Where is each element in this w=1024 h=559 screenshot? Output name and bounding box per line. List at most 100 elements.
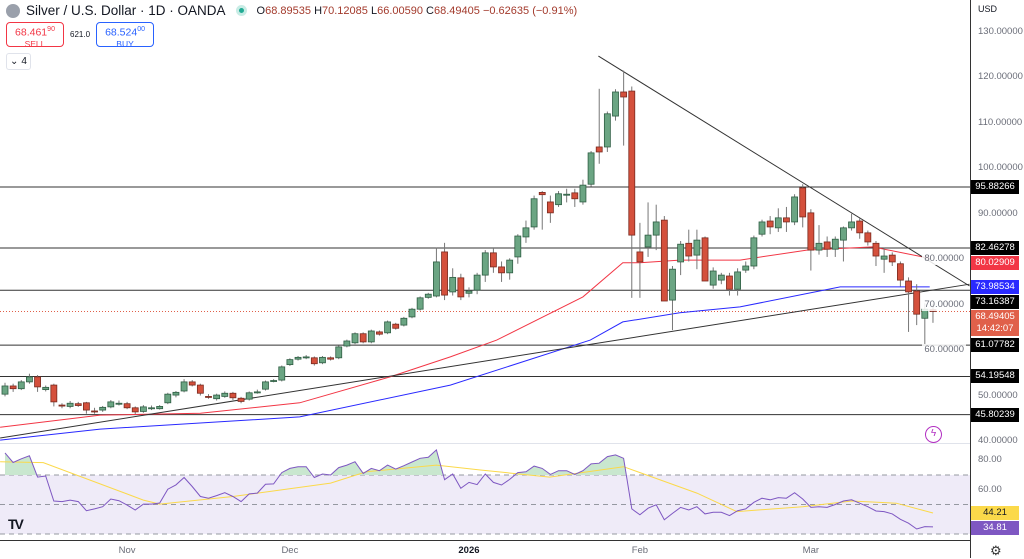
time-axis-label: 2026 xyxy=(458,545,480,556)
candle-down xyxy=(897,263,904,281)
candle-down xyxy=(131,407,139,413)
sell-button[interactable]: 68.46190 SELL xyxy=(6,22,64,49)
candle-down xyxy=(856,220,864,234)
candle-up xyxy=(17,381,25,390)
candle-down xyxy=(188,381,196,386)
trendline[interactable] xyxy=(0,283,970,439)
trendline[interactable] xyxy=(598,55,970,287)
lightning-icon[interactable]: ϟ xyxy=(925,426,942,443)
level-price-tag: 45.80239 xyxy=(971,407,1019,422)
candle-down xyxy=(905,280,912,293)
candle-up xyxy=(408,308,416,318)
candle-down xyxy=(34,376,41,388)
countdown: 14:42:07 xyxy=(976,322,1014,334)
candle-down xyxy=(888,254,896,263)
candle-up xyxy=(172,391,180,396)
candle-up xyxy=(302,356,310,359)
candle-up xyxy=(180,381,188,392)
candle-up xyxy=(791,196,798,223)
ma-slow-tag: 73.98534 xyxy=(971,279,1019,294)
candle-up xyxy=(758,221,766,235)
candle-up xyxy=(384,321,391,334)
rsi-line xyxy=(4,448,934,530)
buy-button[interactable]: 68.52400 BUY xyxy=(96,22,155,49)
settings-gear-icon[interactable]: ⚙ xyxy=(990,543,1002,558)
price-tick-label: 100.00000 xyxy=(978,162,1023,174)
currency-label[interactable]: USD xyxy=(978,4,998,14)
candle-up xyxy=(270,380,278,382)
candle-up xyxy=(221,392,229,397)
ohlc-values: O68.89535 H70.12085 L66.00590 C68.49405 … xyxy=(256,4,578,17)
candle-down xyxy=(864,232,872,243)
rsi-tick-label: 60.00 xyxy=(978,483,1002,495)
candle-up xyxy=(555,193,562,206)
indicators-toggle[interactable]: ⌄ 4 xyxy=(6,53,31,70)
candle-up xyxy=(115,402,123,405)
candle-up xyxy=(742,265,750,271)
level-price-tag: 61.07782 xyxy=(971,338,1019,353)
candle-down xyxy=(229,392,237,399)
price-axis[interactable] xyxy=(970,0,1024,558)
candle-down xyxy=(807,212,815,251)
candle-up xyxy=(880,255,888,260)
candle-up xyxy=(530,198,538,228)
moving-averages xyxy=(0,246,930,441)
candle-up xyxy=(99,406,107,411)
level-price-tag: 95.88266 xyxy=(971,180,1019,195)
last-price-tag: 68.49405 14:42:07 xyxy=(971,309,1019,336)
candle-down xyxy=(628,90,636,236)
candle-down xyxy=(498,266,505,274)
candle-up xyxy=(319,356,326,364)
chart-canvas[interactable] xyxy=(0,0,970,558)
price-tick-label: 50.00000 xyxy=(978,389,1018,401)
ma-fast-line xyxy=(0,246,930,428)
candle-down xyxy=(83,402,90,411)
last-price-value: 68.49405 xyxy=(975,310,1015,322)
candle-down xyxy=(74,403,82,406)
candle-up xyxy=(1,385,9,395)
candle-down xyxy=(799,187,807,218)
candle-down xyxy=(872,242,880,257)
candle-up xyxy=(693,239,701,256)
candle-up xyxy=(253,391,261,394)
level-price-tag: 54.19548 xyxy=(971,369,1019,384)
candle-down xyxy=(237,397,245,402)
candle-up xyxy=(652,221,660,236)
candle-up xyxy=(677,243,685,263)
tradingview-logo[interactable]: TV xyxy=(8,516,24,532)
market-open-icon xyxy=(235,5,247,16)
rsi-pane xyxy=(0,443,970,541)
rsi-value-tag: 34.81 xyxy=(971,521,1019,536)
candle-down xyxy=(58,404,66,407)
trade-panel: 68.46190 SELL 621.0 68.52400 BUY xyxy=(6,22,155,49)
trendlines[interactable] xyxy=(0,55,970,439)
candle-up xyxy=(156,406,164,410)
candle-down xyxy=(123,403,131,409)
candle-up xyxy=(107,401,115,408)
candle-down xyxy=(489,252,497,268)
time-axis-label: Dec xyxy=(281,545,299,556)
candle-up xyxy=(42,386,50,391)
candle-up xyxy=(26,376,33,383)
time-axis-label: Mar xyxy=(802,545,820,556)
candle-up xyxy=(848,221,855,229)
candle-up xyxy=(514,235,522,258)
candle-down xyxy=(196,384,204,394)
candle-down xyxy=(766,220,774,228)
change-value: −0.62635 (−0.91%) xyxy=(482,4,578,17)
candle-up xyxy=(278,366,286,381)
symbol-title[interactable]: Silver / U.S. Dollar · 1D · OANDA xyxy=(26,3,226,18)
candle-down xyxy=(205,396,212,398)
candle-down xyxy=(441,251,448,296)
candle-up xyxy=(481,252,489,276)
candle-up xyxy=(245,392,253,400)
horizontal-levels xyxy=(0,186,970,416)
candle-down xyxy=(376,331,383,335)
candle-down xyxy=(701,237,709,282)
candle-up xyxy=(286,359,294,366)
candle-up xyxy=(351,333,359,344)
candle-up xyxy=(734,271,741,290)
candle-down xyxy=(359,333,367,343)
candle-up xyxy=(164,393,172,404)
candle-down xyxy=(823,241,831,250)
